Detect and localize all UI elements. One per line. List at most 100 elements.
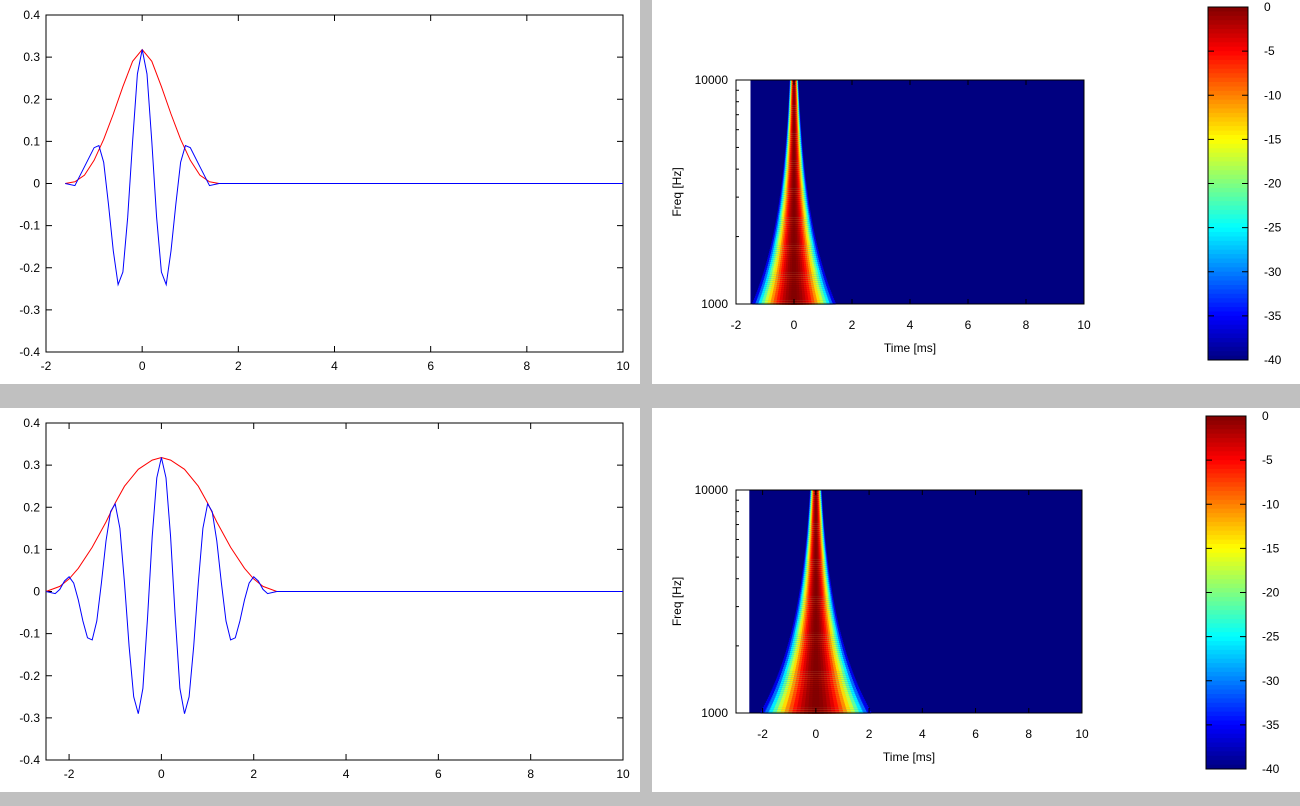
colorbar-segment [1206,738,1246,744]
colorbar-segment [1208,280,1248,286]
heatmap-cell [791,275,797,279]
heatmap-cell [815,532,817,536]
colorbar-segment [1208,183,1248,189]
heatmap-cell [814,589,817,592]
colorbar-segment [1206,570,1246,576]
heatmap-cell [813,676,819,680]
colorbar-segment [1208,232,1248,237]
heatmap-cell [813,666,819,669]
colorbar-segment [1208,346,1248,352]
heatmap-cell [815,518,817,522]
heatmap-cell [815,546,817,550]
heatmap-cell [815,522,817,526]
colorbar-segment [1208,337,1248,343]
heatmap-cells [760,490,872,714]
y-tick-label: -0.4 [19,753,40,767]
heatmap-cell [814,581,817,584]
colorbar-segment [1206,455,1246,461]
heatmap-cell [792,226,796,230]
colorbar-segment [1206,566,1246,571]
colorbar-segment [1208,315,1248,321]
heatmap-cell [815,506,817,509]
colorbar-tick-label: -15 [1262,541,1280,555]
heatmap-cell [815,542,817,546]
colorbar-segment [1208,55,1248,61]
heatmap-cell [812,686,819,690]
heatmap-cell [814,587,817,590]
heatmap-cell [814,623,818,627]
y-axis-label: Freq [Hz] [670,577,684,626]
heatmap-cell [793,185,795,189]
colorbar-segment [1206,446,1246,452]
heatmap-cell [791,293,797,297]
heatmap-cell [791,267,797,270]
x-tick-label: 8 [1023,318,1030,332]
heatmap-cell [793,88,795,91]
colorbar-tick-label: -35 [1264,309,1282,323]
colorbar-tick-label: -20 [1262,586,1280,600]
y-tick-label: -0.2 [19,261,40,275]
colorbar-segment [1206,632,1246,638]
heatmap-cell [792,259,796,262]
colorbar-segment [1206,711,1246,717]
heatmap-cell [813,652,819,655]
heatmap-cell [792,244,796,248]
heatmap-cell [792,208,796,211]
colorbar-segment [1206,689,1246,695]
x-tick-label: 10 [616,359,630,373]
colorbar-segment [1208,262,1248,268]
colorbar-segment [1208,311,1248,317]
heatmap-cell [792,200,796,203]
heatmap-cell [815,504,817,507]
heatmap-cell [814,583,817,586]
heatmap-cells [752,80,836,305]
heatmap-cell [814,621,818,625]
colorbar-segment [1206,641,1246,646]
heatmap-cell [791,273,797,277]
x-tick-label: 0 [791,318,798,332]
colorbar-tick-label: -35 [1262,718,1280,732]
heatmap-cell [815,516,817,519]
colorbar-segment [1208,333,1248,339]
colorbar-segment [1206,676,1246,682]
heatmap-cell [815,544,817,548]
heatmap-cell [815,538,817,542]
x-tick-label: -2 [757,727,768,741]
colorbar-segment [1208,179,1248,184]
colorbar-segment [1206,495,1246,501]
colorbar-segment [1208,148,1248,154]
heatmap-cell [812,700,820,704]
colorbar-segment [1208,170,1248,176]
heatmap-cell [793,102,795,106]
heatmap-cell [791,285,797,289]
heatmap-cell [814,597,818,601]
colorbar-segment [1206,627,1246,633]
colorbar-segment [1208,355,1248,361]
heatmap-cell [815,514,817,517]
colorbar-segment [1206,751,1246,757]
colorbar-segment [1208,46,1248,52]
heatmap-cell [793,187,795,191]
y-tick-label: 1000 [701,706,728,720]
x-tick-label: -2 [64,767,75,781]
colorbar-segment [1206,614,1246,620]
x-tick-label: 2 [866,727,873,741]
heatmap-cell [815,500,817,503]
colorbar-segment [1206,623,1246,629]
heatmap-cell [791,283,797,287]
colorbar-tick-label: -40 [1262,762,1280,776]
heatmap-cell [793,173,795,177]
heatmap-cell [814,577,817,580]
heatmap-cell [791,295,797,299]
colorbar-segment [1206,698,1246,704]
heatmap-cell [793,181,795,185]
heatmap-cell [793,112,795,116]
heatmap-cell [815,540,817,544]
colorbar-segment [1208,192,1248,198]
heatmap-cell [814,575,817,578]
heatmap-cell [792,198,796,201]
heatmap-cell [793,183,795,187]
colorbar-segment [1208,33,1248,39]
colorbar-tick-label: 0 [1264,0,1271,14]
colorbar-tick-label: -10 [1262,497,1280,511]
